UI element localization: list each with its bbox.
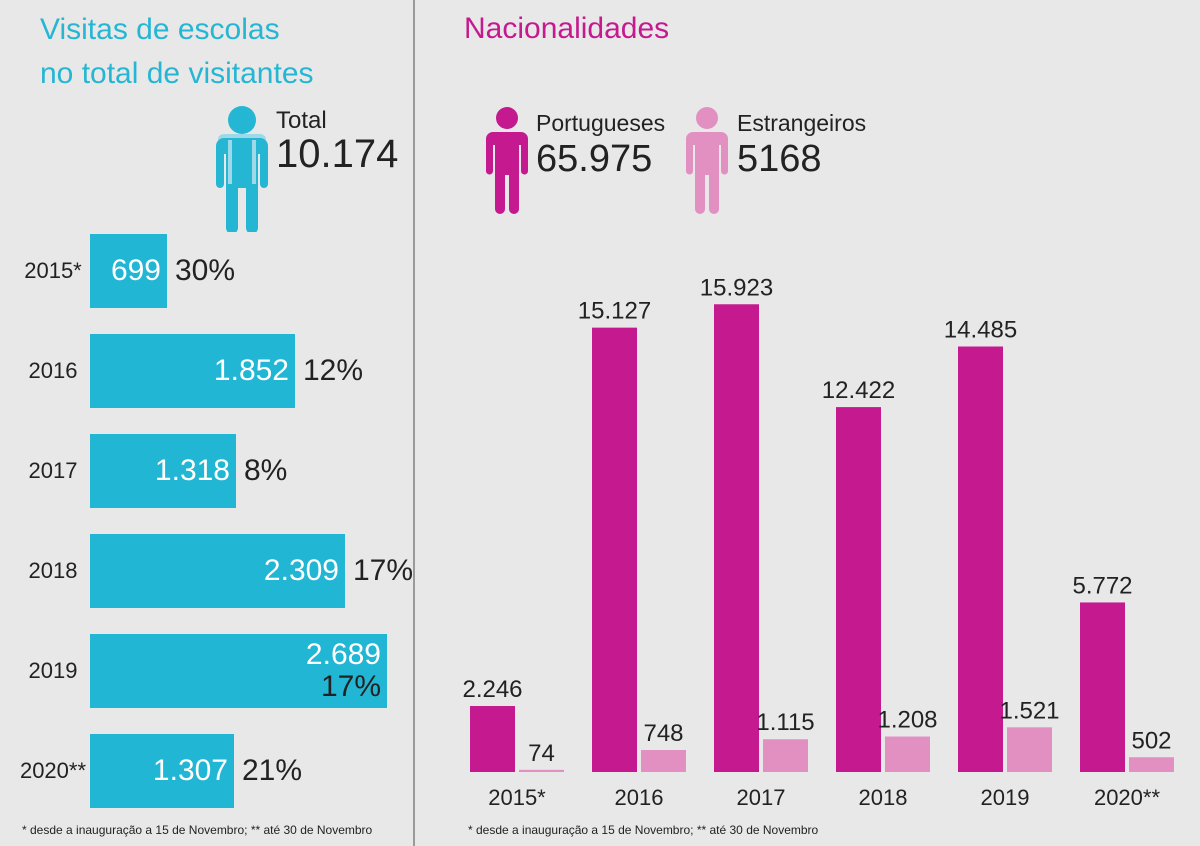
school-bar-percent: 17%	[320, 670, 381, 703]
school-bar-year-label: 2016	[28, 358, 78, 383]
school-bar-year-label: 2019	[28, 658, 78, 683]
x-tick-label: 2018	[859, 785, 908, 810]
school-bar-year-label: 2017	[28, 458, 78, 483]
school-bar-row: 2016 1.852 12%	[0, 334, 413, 408]
estrangeiros-bar	[763, 739, 808, 772]
school-bar-percent: 8%	[244, 454, 288, 487]
estrangeiros-value-label: 1.115	[756, 709, 814, 736]
school-bar-value: 1.852	[213, 354, 289, 387]
estrangeiros-bar	[1007, 727, 1052, 772]
portugueses-bar	[836, 407, 881, 772]
school-bar: 2.309	[90, 534, 345, 608]
school-visits-title-line1: Visitas de escolas	[40, 13, 280, 46]
estrangeiros-value-label: 1.521	[999, 697, 1059, 724]
estrangeiros-bar	[885, 736, 930, 772]
portugueses-value-label: 12.422	[822, 377, 895, 404]
school-bar-row: 2018 2.309 17%	[0, 534, 413, 608]
legend-portugueses-value: 65.975	[536, 138, 653, 180]
school-bar-value: 1.318	[154, 454, 230, 487]
estrangeiros-value-label: 502	[1131, 727, 1171, 754]
school-bar-value: 1.307	[152, 754, 228, 787]
school-visits-title: Visitas de escolas no total de visitante…	[40, 8, 314, 96]
x-tick-label: 2020**	[1094, 785, 1161, 810]
portugueses-bar	[1080, 602, 1125, 772]
estrangeiros-person-icon	[686, 107, 728, 214]
x-tick-label: 2017	[737, 785, 786, 810]
portugueses-bar	[714, 304, 759, 772]
school-bar-row: 2017 1.318 8%	[0, 434, 413, 508]
x-tick-label: 2019	[981, 785, 1030, 810]
estrangeiros-value-label: 1.208	[877, 707, 937, 734]
total-label: Total	[276, 107, 327, 134]
panel-divider	[413, 0, 415, 846]
school-bar-percent: 21%	[242, 754, 303, 787]
school-bar-row: 2015* 699 30%	[0, 234, 413, 308]
estrangeiros-bar	[519, 769, 564, 772]
nationalities-title: Nacionalidades	[464, 12, 670, 45]
portugueses-bar	[592, 327, 637, 772]
school-bar-year-label: 2020**	[19, 758, 87, 783]
school-bar-year-label: 2015*	[24, 258, 82, 283]
school-bar-value: 2.309	[263, 554, 339, 587]
school-bar-percent: 30%	[175, 254, 236, 287]
portugueses-value-label: 15.923	[700, 274, 773, 301]
legend-portugueses-label: Portugueses	[536, 110, 666, 136]
school-visits-title-line2: no total de visitantes	[40, 57, 314, 90]
left-footnote: * desde a inauguração a 15 de Novembro; …	[22, 823, 373, 837]
estrangeiros-bar	[1129, 757, 1174, 772]
school-bar: 1.852	[90, 334, 295, 408]
school-bar-value: 2.689	[305, 638, 381, 671]
school-bar-row: 2019 2.689 17%	[0, 634, 413, 708]
school-bar-year-label: 2018	[28, 558, 78, 583]
portugueses-bar	[958, 346, 1003, 772]
school-bar-value: 699	[110, 254, 161, 287]
portugueses-value-label: 2.246	[462, 676, 522, 703]
legend-estrangeiros-label: Estrangeiros	[737, 110, 867, 136]
portugueses-bar	[470, 706, 515, 772]
legend-estrangeiros-value: 5168	[737, 138, 822, 180]
x-tick-label: 2015*	[488, 785, 546, 810]
school-bar: 699	[90, 234, 167, 308]
school-bar-percent: 17%	[353, 554, 414, 587]
x-tick-label: 2016	[615, 785, 664, 810]
school-bar: 2.689	[90, 634, 387, 708]
estrangeiros-bar	[641, 750, 686, 772]
portugueses-value-label: 14.485	[944, 317, 1017, 344]
portugueses-value-label: 15.127	[578, 298, 651, 325]
estrangeiros-value-label: 748	[643, 720, 683, 747]
portugueses-value-label: 5.772	[1072, 572, 1132, 599]
school-bar-percent: 12%	[303, 354, 364, 387]
nationalities-chart: 2.246 74 2015* 15.127 748 2016 15.923 1.115 2017…	[462, 274, 1174, 810]
student-icon	[216, 106, 268, 232]
right-footnote: * desde a inauguração a 15 de Novembro; …	[468, 823, 819, 837]
school-bar: 1.307	[90, 734, 234, 808]
portugueses-person-icon	[486, 107, 528, 214]
school-bar-row: 2020** 1.307 21%	[0, 734, 413, 808]
total-value: 10.174	[276, 132, 399, 176]
school-bar: 1.318	[90, 434, 236, 508]
estrangeiros-value-label: 74	[528, 740, 555, 767]
